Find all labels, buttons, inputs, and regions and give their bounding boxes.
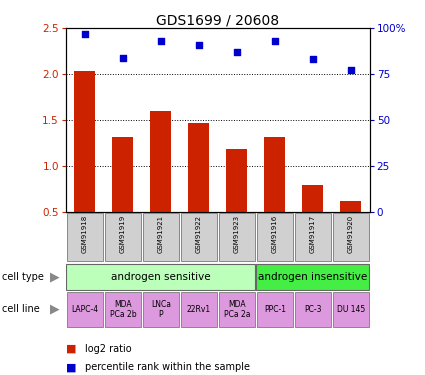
Bar (150, 111, 171, 212)
FancyBboxPatch shape (143, 213, 178, 261)
FancyBboxPatch shape (105, 292, 141, 327)
FancyBboxPatch shape (181, 292, 217, 327)
Point (82, 31, 88, 37)
FancyBboxPatch shape (219, 292, 255, 327)
Text: ▶: ▶ (50, 303, 59, 316)
Text: androgen insensitive: androgen insensitive (258, 272, 367, 282)
Text: androgen sensitive: androgen sensitive (111, 272, 211, 282)
Text: DU 145: DU 145 (337, 305, 365, 314)
Text: ▶: ▶ (50, 270, 59, 283)
Text: GSM91922: GSM91922 (196, 215, 202, 253)
Bar (340, 201, 361, 212)
FancyBboxPatch shape (105, 213, 141, 261)
Point (157, 38, 164, 44)
FancyBboxPatch shape (67, 292, 103, 327)
FancyBboxPatch shape (295, 213, 331, 261)
Bar (112, 136, 133, 212)
Text: MDA
PCa 2a: MDA PCa 2a (224, 300, 250, 319)
Text: GSM91919: GSM91919 (120, 215, 126, 253)
FancyBboxPatch shape (66, 264, 255, 290)
FancyBboxPatch shape (67, 213, 103, 261)
Text: ■: ■ (66, 344, 76, 354)
Text: 22Rv1: 22Rv1 (187, 305, 211, 314)
Text: MDA
PCa 2b: MDA PCa 2b (110, 300, 136, 319)
Text: percentile rank within the sample: percentile rank within the sample (85, 363, 250, 372)
Text: PC-3: PC-3 (304, 305, 322, 314)
Point (119, 54, 126, 60)
Text: GSM91923: GSM91923 (234, 215, 240, 253)
Bar (74, 71, 95, 212)
Text: log2 ratio: log2 ratio (85, 344, 132, 354)
Point (347, 68, 354, 74)
FancyBboxPatch shape (257, 213, 293, 261)
Text: GSM91921: GSM91921 (158, 215, 164, 253)
Text: GSM91917: GSM91917 (310, 215, 316, 253)
FancyBboxPatch shape (219, 213, 255, 261)
Bar (188, 123, 209, 212)
Point (309, 56, 316, 62)
Text: GDS1699 / 20608: GDS1699 / 20608 (156, 13, 279, 27)
FancyBboxPatch shape (333, 292, 368, 327)
Text: GSM91916: GSM91916 (272, 215, 278, 253)
Text: ■: ■ (66, 363, 76, 372)
Point (272, 38, 278, 44)
Text: LAPC-4: LAPC-4 (71, 305, 99, 314)
FancyBboxPatch shape (181, 213, 217, 261)
FancyBboxPatch shape (295, 292, 331, 327)
FancyBboxPatch shape (143, 292, 178, 327)
Bar (264, 136, 285, 212)
Text: PPC-1: PPC-1 (264, 305, 286, 314)
Text: LNCa
P: LNCa P (151, 300, 171, 319)
Text: GSM91918: GSM91918 (82, 215, 88, 253)
FancyBboxPatch shape (256, 264, 369, 290)
Text: cell line: cell line (2, 304, 40, 314)
Text: cell type: cell type (2, 272, 44, 282)
Point (196, 42, 202, 48)
Text: GSM91920: GSM91920 (348, 215, 354, 253)
FancyBboxPatch shape (257, 292, 293, 327)
Bar (227, 149, 247, 212)
Point (233, 49, 240, 55)
Bar (302, 185, 323, 212)
FancyBboxPatch shape (333, 213, 368, 261)
